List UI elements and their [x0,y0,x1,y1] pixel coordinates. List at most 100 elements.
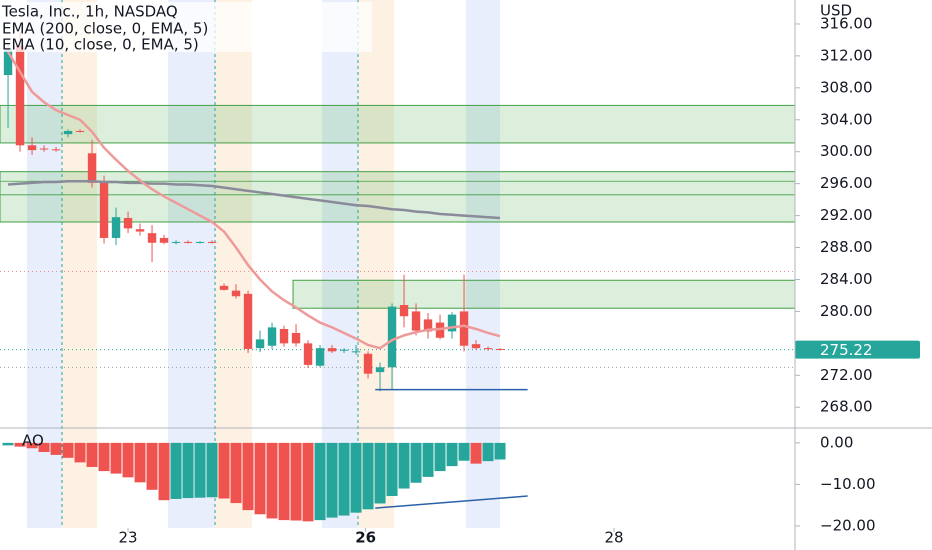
candle-body [15,45,25,146]
y-tick-label: 280.00 [820,302,873,320]
ao-bar [38,442,50,453]
chart-title: Tesla, Inc., 1h, NASDAQ [1,3,178,21]
ao-bar [278,442,290,521]
candle-body [483,348,493,350]
ao-bar [434,442,446,472]
ao-bar [74,442,86,463]
candle-body [243,293,253,349]
y-tick-label: 312.00 [820,46,873,64]
candle-body [375,367,385,373]
candle-body [219,285,229,290]
ao-bar [26,442,38,449]
ao-bar [314,442,326,521]
legend-entry: EMA (10, close, 0, EMA, 5) [2,36,199,54]
candle-body [303,343,313,365]
candle-body [159,237,169,243]
plot: 316.00 312.00 308.00 304.00 300.00 296.00 292.… [0,14,920,547]
y-axis-label: USD [820,2,852,20]
ao-bar [302,442,314,522]
candle-body [459,311,469,346]
session-bands [27,0,500,528]
ao-bar [422,442,434,477]
last-price-box [795,340,920,359]
candle-body [387,306,397,368]
legend-bg [0,2,372,52]
ao-bar [398,442,410,489]
ao-bar [446,442,458,467]
candle-body [171,241,181,243]
candle-body [267,327,277,346]
y-tick-label: −20.00 [820,516,876,534]
trend-line [375,495,528,509]
ao-bar [386,442,398,497]
candle-body [51,149,61,151]
candle-body [207,241,217,243]
y-tick-label: 296.00 [820,174,873,192]
candle-body [195,241,205,243]
ao-bar [170,442,182,499]
zone [0,171,796,223]
ao-bar [62,442,74,458]
candle-body [99,182,109,238]
band [168,0,215,528]
y-tick-label: 272.00 [820,366,873,384]
ao-bar [494,442,506,460]
y-tick-label: 268.00 [820,398,873,416]
candle-body [39,148,49,150]
candle-body [255,339,265,349]
ao-bar [158,442,170,501]
ao-bar [182,442,194,499]
candle-body [231,290,241,297]
candle-body [411,311,421,331]
candle-body [3,50,13,76]
y-tick-label: 288.00 [820,238,873,256]
ao-bar [326,442,338,518]
y-tick-label: −10.00 [820,475,876,493]
x-tick-label: 23 [118,529,137,547]
ao-bar [146,442,158,490]
candle-body [423,319,433,332]
band [466,0,500,528]
y-tick-label: 316.00 [820,14,873,32]
candle-body [495,348,505,350]
ao-bar [86,442,98,467]
last-price-label: 275.22 [820,341,873,359]
candle-body [447,314,457,332]
candle-body [399,305,409,317]
ao-bar [122,442,134,478]
ao-bar [194,442,206,498]
candle-body [87,153,97,183]
band [27,0,62,528]
y-tick-label: 292.00 [820,206,873,224]
ao-bar [218,442,230,499]
ema-line [7,180,501,220]
zone [0,104,796,144]
ao-bar [2,442,14,446]
y-tick-label: 304.00 [820,110,873,128]
candle-body [63,130,73,135]
candle-body [351,351,361,353]
ao-bar [338,442,350,516]
candle-body [147,233,157,243]
ao-bar [134,442,146,483]
y-tick-label: 284.00 [820,270,873,288]
ao-bar [110,442,122,474]
zone [292,279,796,309]
ao-bar [98,442,110,472]
ao-bar [470,442,482,464]
candle-body [75,130,85,132]
ao-bar [206,442,218,498]
ao-bar [362,442,374,510]
ao-bar [374,442,386,504]
candle-body [111,217,121,238]
ao-bar [290,442,302,521]
ao-bar [458,442,470,461]
ao-bar [14,442,26,447]
pane-title: AO [22,432,44,450]
ao-bar [230,442,242,504]
legend-entry: EMA (200, close, 0, EMA, 5) [2,20,208,38]
y-tick-label: 308.00 [820,78,873,96]
candle-body [327,348,337,352]
candle-body [363,353,373,374]
ao-bar [350,442,362,513]
